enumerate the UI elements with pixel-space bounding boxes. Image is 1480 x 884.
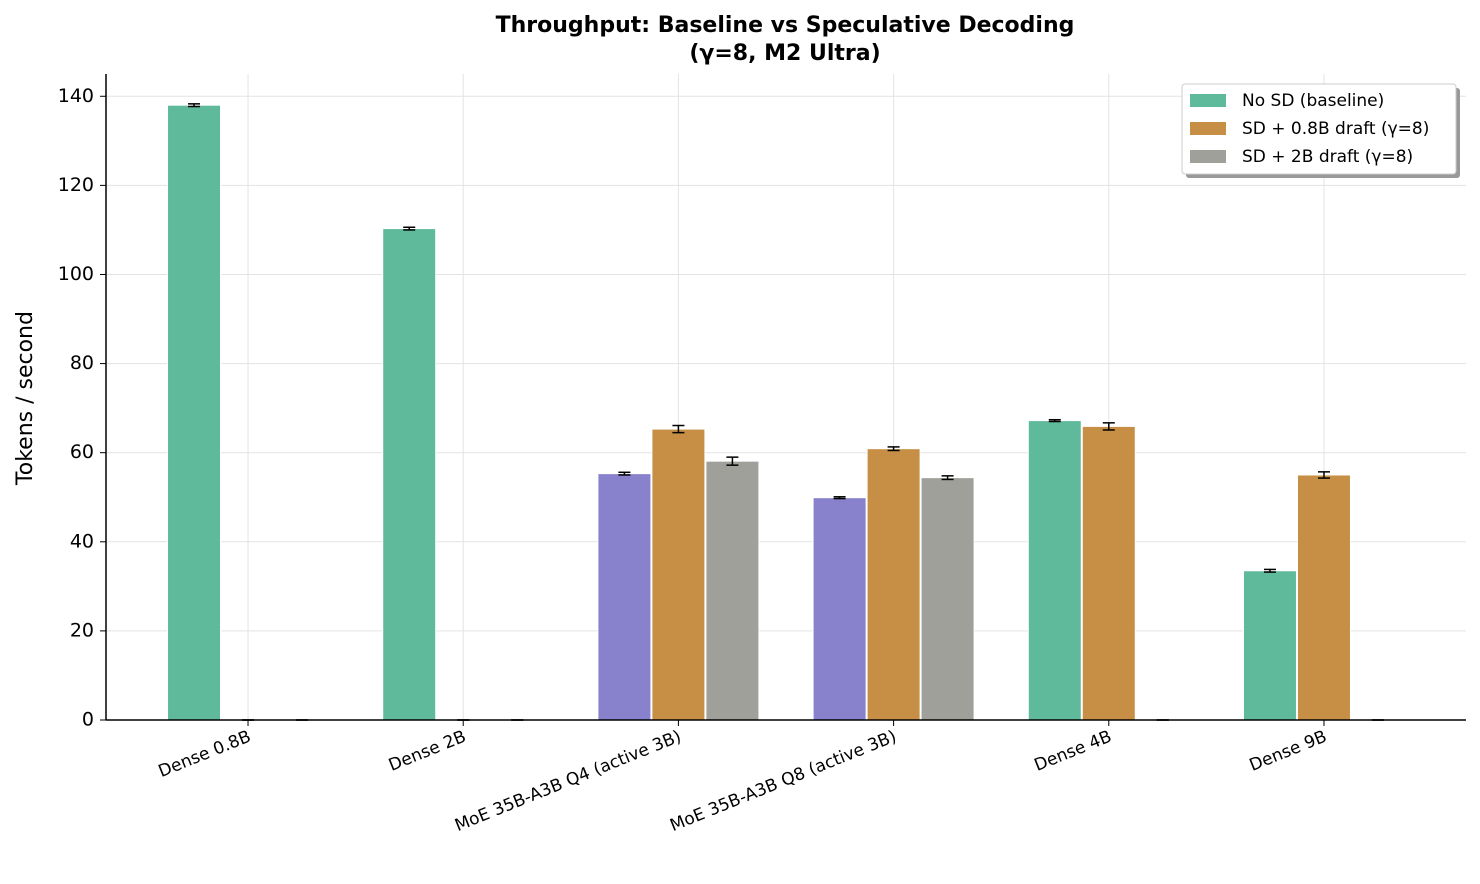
error-bar bbox=[887, 446, 900, 452]
bar bbox=[1027, 420, 1082, 721]
error-bar bbox=[726, 456, 739, 466]
error-bar bbox=[1263, 568, 1276, 573]
error-bar bbox=[188, 103, 201, 108]
error-bar bbox=[1102, 422, 1115, 431]
legend bbox=[1181, 83, 1457, 175]
legend-label: SD + 2B draft (γ=8) bbox=[1242, 147, 1413, 167]
legend-swatch bbox=[1190, 150, 1226, 163]
error-bar bbox=[1048, 418, 1061, 423]
error-bar bbox=[672, 424, 685, 434]
chart-title: Throughput: Baseline vs Speculative Deco… bbox=[496, 13, 1075, 38]
legend-swatch bbox=[1190, 122, 1226, 135]
x-tick-label: Dense 0.8B bbox=[156, 727, 254, 782]
bar bbox=[1296, 474, 1351, 721]
x-tick-label: Dense 9B bbox=[1247, 727, 1330, 776]
y-tick-label: 20 bbox=[70, 619, 94, 641]
x-tick-label: Dense 2B bbox=[386, 727, 469, 776]
y-tick-label: 100 bbox=[58, 263, 94, 285]
legend-label: No SD (baseline) bbox=[1242, 91, 1384, 111]
chart-title: (γ=8, M2 Ultra) bbox=[689, 41, 880, 66]
y-tick-label: 40 bbox=[70, 530, 94, 552]
legend-label: SD + 0.8B draft (γ=8) bbox=[1242, 119, 1429, 139]
bar bbox=[1081, 425, 1136, 721]
bar bbox=[167, 104, 222, 721]
bar bbox=[920, 477, 975, 721]
bar bbox=[382, 228, 437, 721]
y-tick-label: 120 bbox=[58, 174, 94, 196]
y-tick-label: 80 bbox=[70, 352, 94, 374]
y-tick-label: 140 bbox=[58, 85, 94, 107]
error-bar bbox=[1317, 471, 1330, 479]
y-tick-label: 60 bbox=[70, 441, 94, 463]
error-bar bbox=[403, 226, 416, 231]
legend-swatch bbox=[1190, 94, 1226, 107]
bar bbox=[705, 460, 760, 721]
bar bbox=[597, 473, 652, 721]
bar bbox=[651, 428, 706, 721]
bar bbox=[1242, 570, 1297, 721]
y-axis-label: Tokens / second bbox=[13, 311, 38, 486]
x-tick-label: MoE 35B-A3B Q8 (active 3B) bbox=[667, 727, 899, 836]
x-tick-label: Dense 4B bbox=[1031, 727, 1114, 776]
y-tick-label: 0 bbox=[82, 709, 94, 731]
bar bbox=[866, 448, 921, 721]
x-tick-label: MoE 35B-A3B Q4 (active 3B) bbox=[452, 727, 684, 836]
bar bbox=[812, 497, 867, 721]
error-bar bbox=[618, 471, 631, 476]
error-bar bbox=[833, 496, 846, 500]
error-bar bbox=[941, 475, 954, 481]
